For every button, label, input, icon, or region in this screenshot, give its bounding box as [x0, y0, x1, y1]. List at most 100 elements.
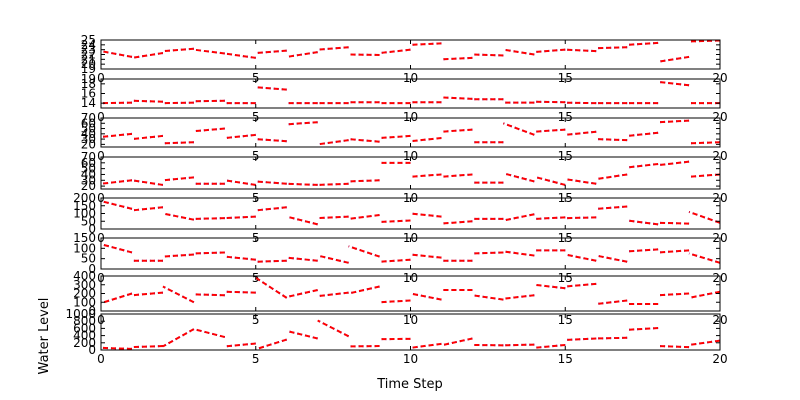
ytick-label-4-5: 60 [81, 156, 96, 170]
segment-1-19 [657, 55, 690, 63]
segment-3-9 [348, 138, 380, 143]
ytick-label-7-4: 300 [73, 278, 96, 292]
segment-8-14 [503, 343, 535, 347]
xtick-label-1-2: 5 [252, 71, 260, 85]
segment-5-5 [224, 215, 256, 220]
xtick-label-1-5: 20 [712, 71, 727, 85]
segment-1-15 [534, 48, 566, 54]
xtick-label-3-1: 0 [97, 149, 105, 163]
segment-5-11 [410, 212, 442, 218]
segment-4-7 [286, 182, 318, 186]
ytick-label-1-6: 24 [81, 38, 96, 52]
segment-4-8 [317, 182, 349, 186]
segment-1-18 [627, 41, 659, 46]
axes-frame-1 [100, 39, 721, 70]
ytick-label-4-1: 20 [81, 179, 96, 193]
segment-1-4 [193, 48, 225, 55]
ytick-label-5-5: 200 [73, 191, 96, 205]
ytick-label-7-3: 200 [73, 287, 96, 301]
ytick-label-4-3: 40 [81, 167, 96, 181]
segment-6-20 [688, 252, 721, 264]
segment-7-19 [658, 292, 690, 297]
xtick-label-1-1: 0 [97, 71, 105, 85]
segment-1-2 [131, 52, 164, 59]
segment-5-15 [534, 216, 566, 220]
ytick-label-6-4: 150 [73, 231, 96, 245]
xtick-label-1-3: 10 [403, 71, 418, 85]
xtick-label-3-5: 20 [712, 149, 727, 163]
segment-3-12 [441, 128, 473, 133]
segment-6-3 [162, 253, 194, 258]
segment-4-16 [565, 178, 597, 185]
ytick-label-1-1: 19 [81, 62, 96, 76]
xtick-label-1-4: 15 [558, 71, 573, 85]
ytick-label-2-3: 18 [81, 77, 96, 91]
y-axis-label: Water Level [37, 298, 52, 375]
segment-1-10 [379, 48, 411, 55]
segment-8-11 [410, 342, 442, 349]
xtick-label-7-4: 15 [558, 313, 573, 327]
segment-5-8 [317, 215, 349, 220]
segment-7-3 [162, 285, 195, 304]
segment-7-4 [193, 293, 225, 297]
segment-5-12 [441, 220, 473, 225]
segment-6-4 [193, 251, 225, 255]
segment-3-10 [379, 134, 411, 140]
segment-4-14 [503, 172, 535, 183]
xtick-label-8-3: 10 [403, 352, 418, 366]
xtick-label-8-5: 20 [712, 352, 727, 366]
ytick-label-7-5: 400 [73, 269, 96, 283]
segment-4-19 [657, 160, 690, 167]
segment-1-16 [565, 48, 597, 53]
segment-6-11 [410, 253, 442, 259]
segment-3-16 [565, 130, 597, 136]
segment-6-17 [596, 254, 628, 263]
segment-3-5 [224, 133, 256, 140]
ytick-label-4-2: 30 [81, 173, 96, 187]
segment-5-4 [193, 217, 225, 220]
segment-8-16 [565, 337, 597, 341]
segment-7-9 [348, 285, 380, 295]
ytick-label-8-4: 600 [73, 321, 96, 335]
segment-3-19 [658, 119, 690, 124]
xtick-label-2-5: 20 [712, 110, 727, 124]
segment-6-14 [503, 250, 535, 257]
segment-5-9 [348, 214, 380, 220]
segment-4-9 [348, 179, 380, 183]
ytick-label-1-3: 21 [81, 52, 96, 66]
ytick-label-3-6: 70 [81, 111, 96, 125]
segment-5-6 [255, 206, 287, 212]
segment-7-16 [565, 282, 597, 288]
segment-3-17 [596, 138, 628, 142]
segment-3-14 [502, 122, 535, 136]
segment-6-10 [379, 258, 411, 263]
segment-4-1 [100, 179, 133, 185]
segment-8-1 [100, 346, 132, 350]
x-axis-label: Time Step [376, 377, 443, 392]
xtick-label-3-2: 5 [252, 149, 260, 163]
segment-7-10 [379, 299, 411, 304]
ytick-label-1-4: 22 [81, 48, 96, 62]
xtick-label-3-3: 10 [403, 149, 418, 163]
segment-1-11 [410, 42, 442, 46]
segment-5-7 [286, 215, 318, 226]
segment-6-7 [286, 256, 318, 262]
xtick-label-2-1: 0 [97, 110, 105, 124]
segment-6-8 [317, 254, 349, 264]
segment-6-16 [565, 253, 597, 262]
xtick-label-7-3: 10 [403, 313, 418, 327]
ytick-label-1-2: 20 [81, 57, 96, 71]
segment-8-5 [224, 342, 256, 348]
segment-8-18 [627, 327, 659, 331]
segment-6-18 [627, 248, 659, 253]
segment-6-19 [658, 249, 690, 254]
segment-1-13 [472, 53, 504, 57]
panel-5: 05010015020005101520 [73, 191, 728, 245]
segment-8-19 [658, 345, 690, 349]
segment-6-6 [255, 259, 287, 263]
